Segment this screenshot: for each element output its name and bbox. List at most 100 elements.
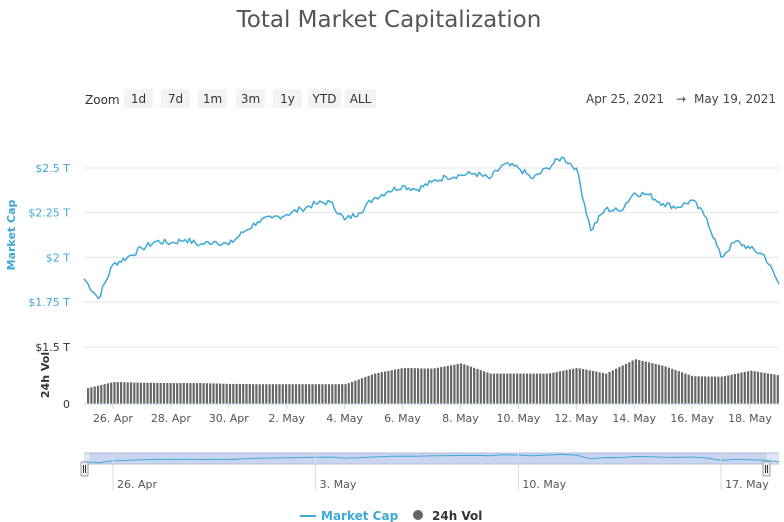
volume-bar: [347, 383, 350, 404]
legend-item-market-cap[interactable]: Market Cap: [300, 509, 399, 522]
volume-bar: [450, 365, 453, 404]
legend-label-market-cap: Market Cap: [321, 509, 399, 522]
zoom-button-1y[interactable]: 1y: [273, 89, 302, 108]
volume-bar: [595, 371, 598, 404]
zoom-button-3m[interactable]: 3m: [236, 89, 265, 108]
volume-bar: [756, 371, 760, 404]
volume-bar: [479, 370, 482, 404]
navigator-tick-label: 10. May: [522, 478, 566, 491]
volume-bar: [615, 368, 618, 404]
volume-bar: [532, 373, 535, 404]
volume-bar: [667, 367, 670, 404]
volume-bar: [304, 384, 307, 404]
volume-bar: [704, 376, 707, 404]
volume-bar: [624, 363, 628, 404]
volume-bar: [638, 360, 641, 404]
volume-bar: [707, 376, 710, 404]
volume-bar: [413, 368, 416, 404]
range-from[interactable]: Apr 25, 2021: [586, 92, 664, 106]
volume-bar: [578, 368, 581, 404]
legend-item-volume[interactable]: 24h Vol: [413, 509, 482, 522]
volume-bar: [430, 368, 433, 404]
volume-bar: [285, 384, 288, 404]
volume-bar: [750, 370, 753, 404]
volume-tick-label: 0: [63, 398, 70, 411]
volume-bar: [525, 373, 529, 404]
volume-bar: [120, 382, 123, 404]
volume-bar: [516, 373, 519, 404]
volume-bar: [585, 369, 588, 404]
zoom-button-bg: [308, 89, 341, 108]
volume-bar: [737, 373, 740, 404]
navigator-tick-label: 17. May: [725, 478, 769, 491]
x-tick-label: 10. May: [497, 412, 541, 425]
navigator-right-handle[interactable]: [762, 461, 771, 477]
zoom-button-1d[interactable]: 1d: [124, 89, 153, 108]
volume-bar: [545, 373, 548, 404]
range-to[interactable]: May 19, 2021: [694, 92, 776, 106]
zoom-button-7d[interactable]: 7d: [161, 89, 190, 108]
volume-bar: [212, 383, 215, 404]
volume-bar: [476, 369, 479, 404]
volume-bar: [169, 383, 172, 404]
zoom-button-ytd[interactable]: YTD: [308, 89, 341, 108]
volume-bar: [684, 373, 687, 404]
volume-bar: [562, 370, 565, 404]
zoom-button-label: 7d: [168, 92, 183, 106]
navigator-left-handle[interactable]: [80, 461, 89, 477]
volume-bar: [776, 375, 779, 404]
volume-bar: [466, 365, 469, 404]
volume-bar: [591, 371, 595, 404]
zoom-buttons: 1d 7d 1m 3m 1y YTD ALL: [124, 89, 376, 108]
zoom-button-1m[interactable]: 1m: [198, 89, 227, 108]
volume-series-bars: [87, 359, 779, 404]
volume-bar: [172, 383, 175, 404]
volume-bar: [275, 384, 278, 404]
volume-bar: [265, 384, 268, 404]
volume-bar: [321, 384, 324, 404]
volume-bar: [443, 366, 446, 404]
volume-bar: [453, 364, 456, 404]
market-cap-tick-label: $2 T: [46, 251, 70, 264]
x-tick-label: 2. May: [268, 412, 305, 425]
handle-right-body[interactable]: [762, 461, 771, 477]
volume-bar: [324, 384, 327, 404]
navigator[interactable]: 26. Apr 3. May 10. May 17. May: [80, 452, 780, 491]
volume-bar: [552, 372, 555, 404]
volume-bar: [149, 382, 152, 404]
volume-bar: [288, 384, 291, 404]
zoom-button-all[interactable]: ALL: [345, 89, 376, 108]
zoom-button-bg: [345, 89, 376, 108]
volume-bar: [245, 384, 248, 404]
volume-bar: [380, 372, 383, 404]
volume-bar: [657, 364, 661, 404]
volume-bar: [506, 373, 509, 404]
volume-bar: [671, 368, 674, 404]
volume-bar: [720, 376, 723, 404]
x-tick-label: 28. Apr: [151, 412, 191, 425]
zoom-button-label: 1d: [131, 92, 146, 106]
volume-bar: [407, 368, 410, 404]
volume-bar: [740, 372, 743, 404]
legend-label-volume: 24h Vol: [432, 509, 482, 522]
volume-bar: [110, 382, 113, 404]
volume-bar: [314, 384, 317, 404]
volume-bar: [294, 384, 298, 404]
x-tick-label: 30. Apr: [209, 412, 249, 425]
volume-bar: [235, 383, 238, 404]
handle-left-body[interactable]: [80, 461, 89, 477]
volume-bar: [572, 368, 575, 404]
x-tick-label: 18. May: [728, 412, 772, 425]
zoom-label: Zoom: [85, 93, 120, 107]
volume-bar: [153, 382, 156, 404]
volume-bar: [209, 383, 212, 404]
volume-bar: [87, 388, 90, 404]
volume-bar: [714, 376, 717, 404]
volume-bar: [311, 384, 314, 404]
volume-bar: [542, 373, 545, 404]
volume-bar: [555, 372, 558, 404]
volume-bar: [766, 373, 769, 404]
volume-bar: [242, 384, 245, 404]
volume-bar: [558, 371, 562, 404]
navigator-mask[interactable]: [90, 453, 767, 464]
